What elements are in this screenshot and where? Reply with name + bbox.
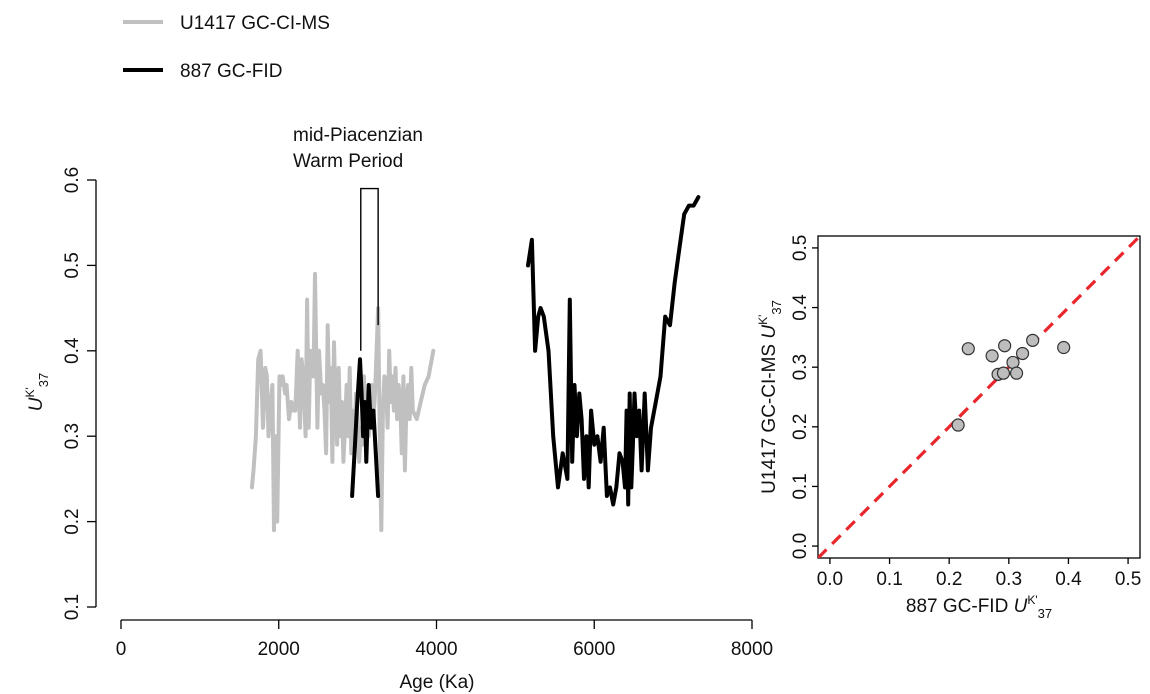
mpwp-label-line2: Warm Period (293, 151, 403, 172)
mpwp-label-line1: mid-Piacenzian (293, 125, 423, 146)
legend-label-u1417: U1417 GC-CI-MS (180, 13, 330, 34)
legend-label-887: 887 GC-FID (180, 61, 282, 82)
legend: U1417 GC-CI-MS 887 GC-FID (123, 13, 330, 82)
mpwp-bracket (360, 187, 379, 351)
series-887-line (526, 195, 701, 507)
scatter-y-ticks: 0.0 0.1 0.2 0.3 0.4 0.5 (790, 235, 818, 559)
series-u1417-line (249, 271, 436, 533)
scatter-y-tick-label: 0.1 (790, 473, 811, 499)
scatter-point (1026, 333, 1040, 347)
ts-y-tick-label: 0.3 (62, 423, 83, 449)
scatter-point (985, 349, 999, 363)
scatter-x-tick-label: 0.4 (1055, 569, 1082, 590)
scatter-x-tick-label: 0.3 (996, 569, 1022, 590)
ts-y-axis-title: UK'37 (23, 373, 51, 412)
scatter-point (951, 418, 965, 432)
scatter-point (998, 339, 1012, 353)
ts-x-tick-label: 2000 (258, 639, 300, 660)
ts-x-tick-label: 8000 (731, 639, 773, 660)
ts-x-axis-title: Age (Ka) (400, 672, 475, 693)
scatter-point (961, 342, 975, 356)
ts-y-tick-label: 0.6 (62, 167, 83, 193)
one-to-one-line (818, 236, 1140, 558)
scatter-x-tick-label: 0.0 (817, 569, 843, 590)
mpwp-annotation: mid-Piacenzian Warm Period (293, 125, 423, 351)
scatter-points (951, 333, 1071, 432)
scatter-x-tick-label: 0.2 (936, 569, 962, 590)
time-series-panel: 0 2000 4000 6000 8000 0.1 0.2 0.3 0.4 0.5 0.6 mid… (23, 125, 773, 693)
ts-y-tick-label: 0.4 (62, 337, 83, 364)
scatter-x-title-prefix: 887 GC-FID (906, 596, 1014, 617)
scatter-y-tick-label: 0.2 (790, 414, 811, 440)
scatter-y-title-sup: K' (756, 315, 770, 325)
ts-y-title-main: U (26, 397, 47, 411)
ts-x-tick-label: 4000 (415, 639, 457, 660)
scatter-x-title-sup: K' (1027, 593, 1037, 607)
scatter-y-title-sub: 37 (769, 300, 784, 314)
scatter-point (1015, 346, 1030, 361)
ts-y-ticks: 0.1 0.2 0.3 0.4 0.5 0.6 (62, 167, 96, 620)
ts-x-tick-label: 6000 (573, 639, 615, 660)
scatter-y-tick-label: 0.3 (790, 354, 811, 380)
ts-y-title-sup: K' (23, 387, 37, 397)
ts-x-ticks: 0 2000 4000 6000 8000 (116, 620, 773, 660)
scatter-point (1009, 366, 1024, 380)
ts-y-tick-label: 0.5 (62, 252, 83, 278)
scatter-y-title-prefix: U1417 GC-CI-MS (759, 339, 780, 494)
ts-x-tick-label: 0 (116, 639, 127, 660)
scatter-point (996, 366, 1011, 380)
scatter-y-title-main: U (759, 325, 780, 339)
scatter-y-axis-title: U1417 GC-CI-MS UK'37 (756, 300, 784, 494)
scatter-y-tick-label: 0.4 (790, 294, 811, 321)
series-887-line (350, 357, 381, 498)
scatter-y-tick-label: 0.0 (790, 533, 811, 559)
scatter-x-title-sub: 37 (1038, 606, 1052, 621)
scatter-x-ticks: 0.0 0.1 0.2 0.3 0.4 0.5 (817, 558, 1141, 590)
ts-y-title-sub: 37 (36, 373, 51, 387)
scatter-x-axis-title: 887 GC-FID UK'37 (906, 593, 1052, 621)
ts-y-tick-label: 0.2 (62, 508, 83, 534)
scatter-y-tick-label: 0.5 (790, 235, 811, 261)
scatter-x-tick-label: 0.5 (1115, 569, 1141, 590)
ts-series-group (249, 195, 701, 533)
scatter-x-title-main: U (1014, 596, 1028, 617)
scatter-x-tick-label: 0.1 (876, 569, 902, 590)
ts-y-tick-label: 0.1 (62, 594, 83, 620)
scatter-panel: 0.0 0.1 0.2 0.3 0.4 0.5 0.0 0.1 0.2 0.3 0.4 0.5 88… (756, 235, 1141, 621)
scatter-point (1057, 340, 1071, 355)
scatter-frame (817, 235, 1141, 559)
